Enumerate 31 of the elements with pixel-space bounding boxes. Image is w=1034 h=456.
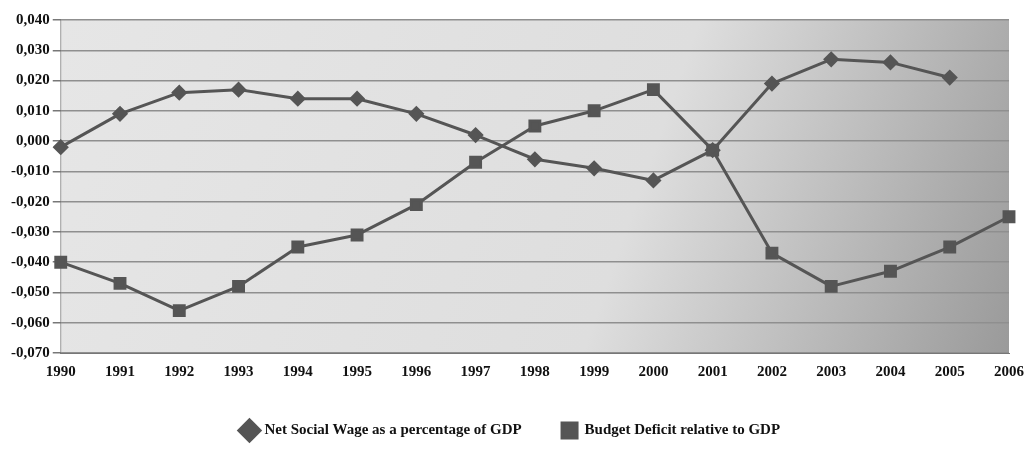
y-tick-label: -0,060 [11, 313, 50, 330]
x-tick-label: 1999 [579, 362, 610, 379]
x-tick-label: 2005 [934, 362, 965, 379]
x-tick-label: 2002 [756, 362, 787, 379]
x-tick-label: 1992 [164, 362, 195, 379]
y-tick-label: 0,010 [16, 101, 50, 118]
legend-label: Net Social Wage as a percentage of GDP [264, 421, 522, 438]
x-tick-label: 2003 [816, 362, 847, 379]
x-tick-label: 1990 [45, 362, 76, 379]
y-tick-label: 0,030 [16, 41, 50, 58]
x-tick-label: 2006 [994, 362, 1025, 379]
y-tick-label: -0,050 [11, 283, 50, 300]
y-tick-label: 0,000 [16, 131, 50, 148]
x-tick-label: 1994 [282, 362, 314, 379]
x-tick-label: 2004 [875, 362, 906, 379]
x-tick-label: 1998 [519, 362, 550, 379]
x-tick-label: 1995 [342, 362, 373, 379]
y-tick-label: 0,020 [16, 71, 50, 88]
legend-label: Budget Deficit relative to GDP [584, 421, 781, 438]
x-tick-label: 1996 [401, 362, 432, 379]
x-tick-label: 1997 [460, 362, 492, 379]
x-tick-label: 1991 [105, 362, 136, 379]
x-tick-label: 1993 [223, 362, 254, 379]
y-tick-label: 0,040 [16, 10, 50, 27]
x-tick-label: 2001 [697, 362, 728, 379]
x-tick-label: 2000 [638, 362, 669, 379]
y-tick-label: -0,070 [11, 343, 50, 360]
y-tick-label: -0,010 [11, 162, 50, 179]
y-tick-label: -0,030 [11, 222, 50, 239]
y-tick-label: -0,040 [11, 253, 50, 270]
y-tick-label: -0,020 [11, 192, 50, 209]
